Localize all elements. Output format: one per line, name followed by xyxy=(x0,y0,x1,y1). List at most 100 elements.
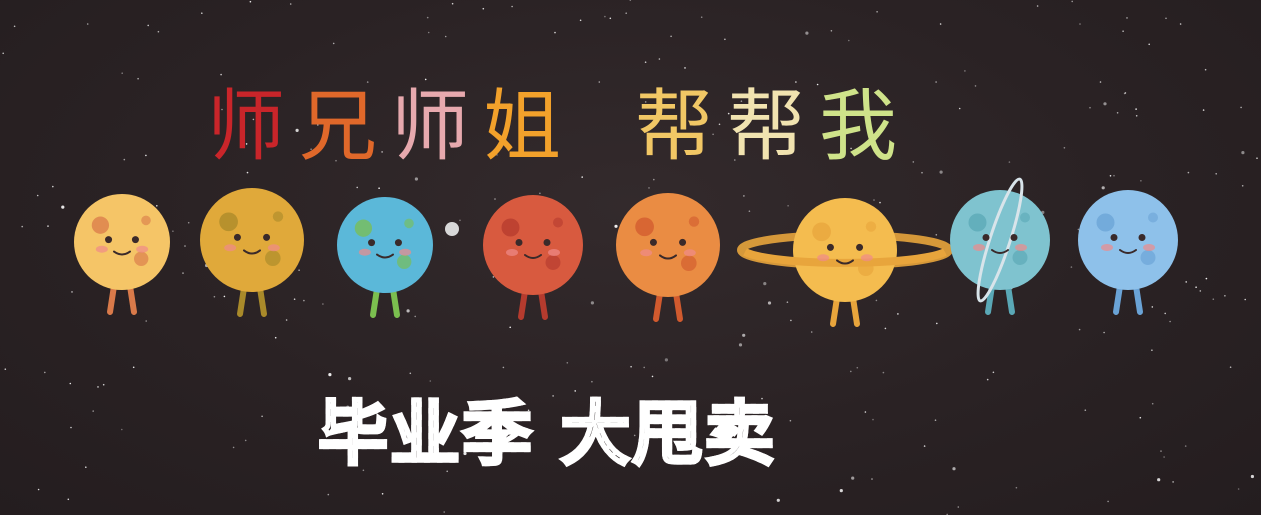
star xyxy=(47,225,49,227)
star xyxy=(1109,175,1112,177)
star xyxy=(317,124,319,126)
star xyxy=(86,23,89,25)
star xyxy=(274,336,277,339)
star xyxy=(1124,92,1127,94)
star xyxy=(879,201,881,204)
star xyxy=(848,39,850,42)
star xyxy=(684,67,686,69)
star xyxy=(1157,478,1161,482)
star xyxy=(1224,295,1226,297)
star xyxy=(1241,151,1245,155)
star xyxy=(935,234,938,236)
star xyxy=(13,25,16,28)
star xyxy=(633,434,636,437)
star xyxy=(1169,320,1171,323)
star xyxy=(591,380,593,383)
star xyxy=(92,410,94,412)
star xyxy=(875,299,878,302)
star xyxy=(252,118,255,121)
star xyxy=(52,185,54,188)
star xyxy=(552,395,554,397)
star xyxy=(502,366,505,369)
star xyxy=(921,171,923,174)
star xyxy=(36,194,39,197)
star xyxy=(378,187,380,189)
star xyxy=(1084,409,1087,412)
star xyxy=(446,470,449,473)
star xyxy=(939,23,942,25)
star xyxy=(223,295,226,298)
star xyxy=(581,176,583,178)
star xyxy=(156,205,158,207)
jupiter-planet-character xyxy=(616,193,720,322)
star xyxy=(246,171,249,174)
star xyxy=(734,159,736,161)
star xyxy=(1078,328,1081,331)
star xyxy=(957,506,960,508)
star xyxy=(70,426,72,429)
star xyxy=(427,31,430,34)
star xyxy=(336,407,338,410)
title-char-1: 师 xyxy=(206,82,295,172)
star xyxy=(1140,180,1142,182)
star xyxy=(366,81,369,83)
star xyxy=(121,428,123,431)
star xyxy=(876,11,878,13)
star xyxy=(986,378,989,381)
star xyxy=(651,375,654,378)
star xyxy=(939,170,943,174)
star xyxy=(414,315,417,318)
star xyxy=(381,493,384,495)
star xyxy=(767,301,772,305)
star xyxy=(37,488,40,491)
star xyxy=(648,187,650,189)
star xyxy=(776,498,780,502)
star xyxy=(1240,106,1242,109)
star xyxy=(566,362,569,364)
star xyxy=(443,511,446,513)
star xyxy=(873,199,875,201)
star xyxy=(763,282,767,286)
star xyxy=(123,158,126,161)
neptune-planet-character xyxy=(1078,190,1178,315)
star xyxy=(61,205,65,209)
mars-planet-character xyxy=(483,195,583,320)
uranus-planet-character xyxy=(950,177,1050,315)
star xyxy=(496,154,498,156)
star xyxy=(1212,298,1215,301)
star xyxy=(935,81,937,83)
star xyxy=(1164,312,1166,315)
star xyxy=(132,366,135,369)
star xyxy=(451,2,454,5)
saturn-planet-character xyxy=(737,198,953,327)
star xyxy=(356,186,359,189)
star xyxy=(221,108,223,111)
star xyxy=(381,151,383,153)
star xyxy=(738,343,743,347)
star xyxy=(871,478,873,480)
star xyxy=(1122,30,1124,32)
star xyxy=(500,146,503,149)
star xyxy=(1135,115,1138,117)
star xyxy=(328,373,332,377)
star xyxy=(1151,306,1154,308)
star xyxy=(1071,0,1073,3)
star xyxy=(67,498,70,501)
star xyxy=(936,322,938,325)
star xyxy=(1215,173,1217,175)
star xyxy=(346,405,350,409)
star xyxy=(285,319,288,321)
star xyxy=(414,177,418,181)
star xyxy=(614,224,618,228)
star xyxy=(590,301,595,305)
star xyxy=(882,371,885,374)
star xyxy=(426,16,429,19)
star xyxy=(630,365,632,368)
star xyxy=(327,493,330,496)
star xyxy=(1079,23,1081,25)
star xyxy=(244,439,247,442)
star xyxy=(629,0,632,1)
star xyxy=(429,380,432,382)
